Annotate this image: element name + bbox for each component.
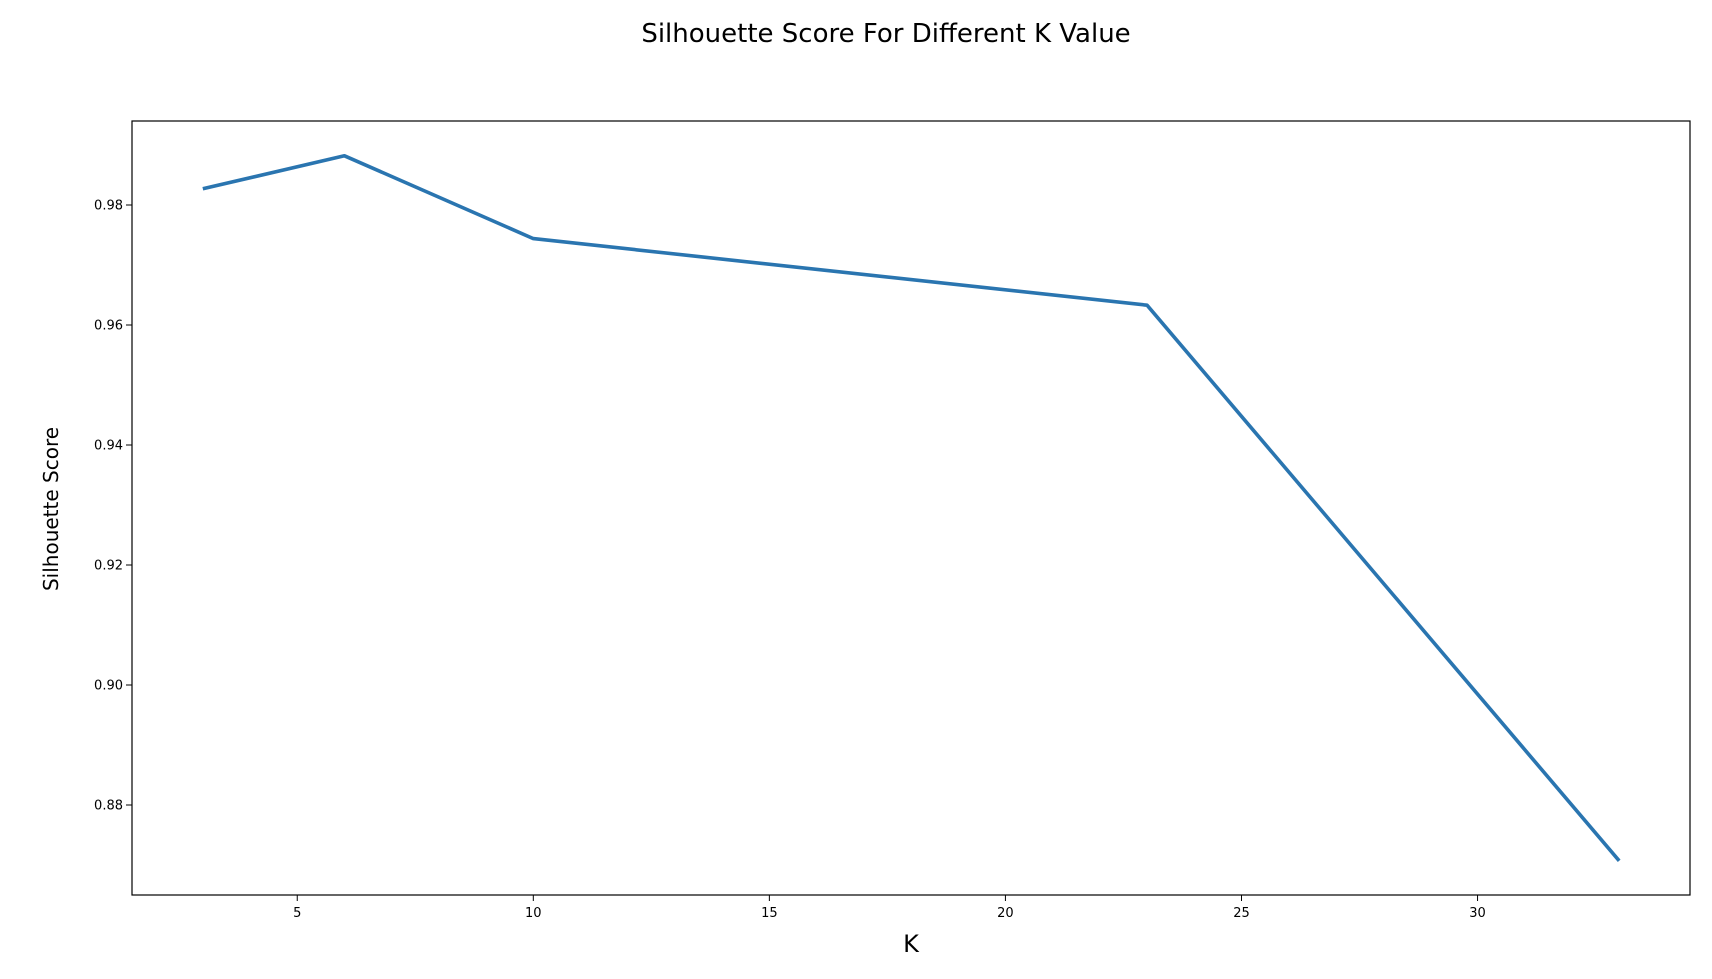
x-tick-label: 20 — [997, 906, 1014, 921]
x-tick-label: 5 — [293, 906, 301, 921]
x-axis-label: K — [903, 930, 920, 958]
x-tick-label: 15 — [761, 906, 778, 921]
y-axis-ticks: 0.88 0.90 0.92 0.94 0.96 0.98 — [94, 199, 132, 814]
y-tick-label: 0.96 — [94, 319, 123, 334]
plot-area-frame — [131, 120, 1691, 896]
series-layer — [202, 154, 1621, 862]
x-axis-ticks: 5 10 15 20 25 30 — [293, 895, 1486, 921]
y-tick-label: 0.94 — [94, 439, 123, 454]
y-tick-label: 0.90 — [94, 679, 123, 694]
x-tick-label: 25 — [1233, 906, 1250, 921]
y-tick-label: 0.92 — [94, 559, 123, 574]
series-line — [202, 154, 1621, 862]
y-axis-label: Silhouette Score — [39, 427, 63, 591]
x-tick-label: 10 — [525, 906, 542, 921]
chart-title: Silhouette Score For Different K Value — [641, 19, 1130, 49]
y-tick-label: 0.88 — [94, 799, 123, 814]
y-tick-label: 0.98 — [94, 199, 123, 214]
x-tick-label: 30 — [1469, 906, 1486, 921]
